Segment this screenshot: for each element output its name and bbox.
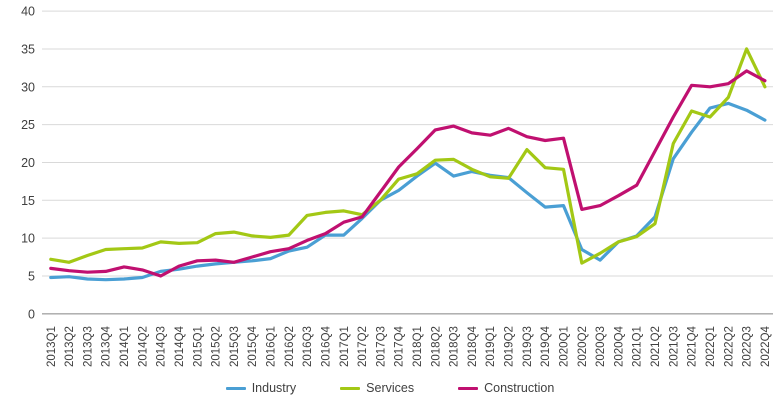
x-tick-label: 2017Q1 bbox=[339, 326, 351, 367]
x-tick-label: 2021Q3 bbox=[668, 326, 680, 367]
x-tick-label: 2021Q4 bbox=[687, 325, 699, 367]
x-tick-label: 2021Q2 bbox=[650, 326, 662, 367]
y-tick-label: 35 bbox=[21, 42, 35, 56]
series-line-industry bbox=[49, 101, 767, 282]
x-tick-label: 2016Q1 bbox=[266, 326, 278, 367]
x-tick-label: 2020Q4 bbox=[613, 325, 625, 367]
x-tick-label: 2014Q4 bbox=[174, 325, 186, 367]
legend-item-industry: Industry bbox=[225, 381, 297, 395]
legend-item-construction: Construction bbox=[458, 381, 554, 395]
x-tick-label: 2019Q2 bbox=[504, 326, 516, 367]
x-tick-label: 2018Q4 bbox=[467, 325, 479, 367]
x-tick-label: 2019Q4 bbox=[540, 325, 552, 367]
x-tick-label: 2013Q3 bbox=[82, 326, 94, 367]
legend-swatch-construction bbox=[458, 386, 479, 390]
x-tick-label: 2016Q3 bbox=[302, 326, 314, 367]
chart-legend: Industry Services Construction bbox=[0, 376, 780, 400]
x-tick-label: 2022Q2 bbox=[723, 326, 735, 367]
series-line-construction bbox=[49, 69, 767, 278]
x-tick-label: 2015Q1 bbox=[192, 326, 204, 367]
y-tick-label: 20 bbox=[21, 156, 35, 170]
series-lines bbox=[49, 47, 767, 282]
y-tick-label: 10 bbox=[21, 232, 35, 246]
y-tick-label: 40 bbox=[21, 5, 35, 19]
x-tick-label: 2022Q4 bbox=[760, 325, 772, 367]
x-tick-label: 2017Q3 bbox=[375, 326, 387, 367]
x-tick-label: 2017Q2 bbox=[357, 326, 369, 367]
y-tick-label: 5 bbox=[28, 269, 35, 283]
x-tick-label: 2020Q3 bbox=[595, 326, 607, 367]
x-tick-label: 2014Q3 bbox=[156, 326, 168, 367]
x-tick-label: 2020Q2 bbox=[577, 326, 589, 367]
x-tick-label: 2022Q1 bbox=[705, 326, 717, 367]
x-axis-labels: 2013Q1 2013Q2 2013Q3 2013Q4 2014Q1 2014Q2 2014… bbox=[46, 325, 772, 367]
x-tick-label: 2013Q1 bbox=[46, 326, 58, 367]
legend-swatch-industry bbox=[225, 386, 246, 390]
x-tick-label: 2014Q2 bbox=[137, 326, 149, 367]
y-tick-label: 15 bbox=[21, 194, 35, 208]
x-tick-label: 2015Q2 bbox=[211, 326, 223, 367]
y-tick-label: 0 bbox=[28, 307, 35, 321]
y-tick-label: 30 bbox=[21, 80, 35, 94]
x-tick-label: 2019Q3 bbox=[522, 326, 534, 367]
x-tick-label: 2017Q4 bbox=[394, 325, 406, 367]
x-tick-label: 2018Q2 bbox=[430, 326, 442, 367]
x-tick-label: 2020Q1 bbox=[558, 326, 570, 367]
x-tick-label: 2021Q1 bbox=[632, 326, 644, 367]
x-tick-label: 2022Q3 bbox=[742, 326, 754, 367]
y-tick-label: 25 bbox=[21, 118, 35, 132]
x-tick-label: 2019Q1 bbox=[485, 326, 497, 367]
series-line-services bbox=[49, 47, 767, 265]
x-tick-label: 2013Q4 bbox=[101, 325, 113, 367]
x-tick-label: 2016Q2 bbox=[284, 326, 296, 367]
x-tick-label: 2018Q3 bbox=[449, 326, 461, 367]
x-tick-label: 2016Q4 bbox=[320, 325, 332, 367]
x-tick-label: 2015Q4 bbox=[247, 325, 259, 367]
y-axis-labels: 0 5 10 15 20 25 30 35 40 bbox=[21, 5, 35, 322]
x-tick-label: 2013Q2 bbox=[64, 326, 76, 367]
legend-label: Construction bbox=[484, 381, 555, 395]
x-tick-label: 2015Q3 bbox=[229, 326, 241, 367]
legend-swatch-services bbox=[340, 386, 361, 390]
legend-label: Industry bbox=[251, 381, 297, 395]
legend-item-services: Services bbox=[340, 381, 414, 395]
x-tick-label: 2014Q1 bbox=[119, 326, 131, 367]
gridlines bbox=[42, 10, 773, 315]
legend-label: Services bbox=[366, 381, 415, 395]
x-tick-label: 2018Q1 bbox=[412, 326, 424, 367]
